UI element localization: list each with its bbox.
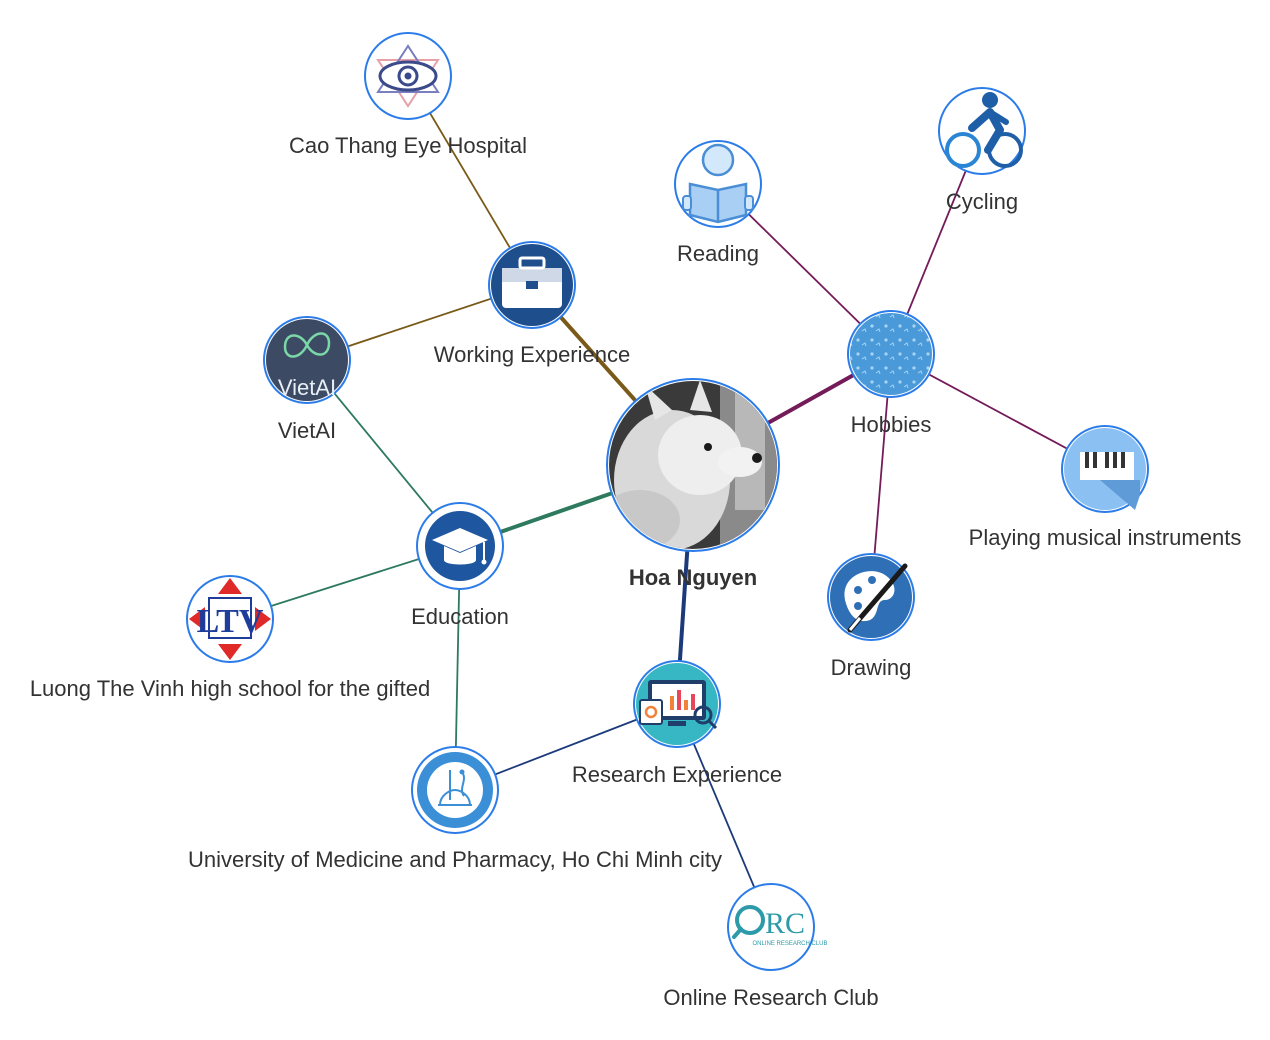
ltv-label: Luong The Vinh high school for the gifte… bbox=[30, 676, 430, 701]
research-label: Research Experience bbox=[572, 762, 782, 787]
music-label: Playing musical instruments bbox=[969, 525, 1242, 550]
node-cao-thang-eye-hospital[interactable]: Cao Thang Eye Hospital bbox=[289, 32, 527, 158]
working-experience-label: Working Experience bbox=[434, 342, 630, 367]
svg-text:VietAI: VietAI bbox=[278, 375, 336, 400]
node-cycling[interactable]: Cycling bbox=[938, 87, 1026, 214]
node-working-experience[interactable]: Working Experience bbox=[434, 241, 630, 367]
node-hobbies[interactable]: Hobbies bbox=[847, 310, 935, 437]
ump-label: University of Medicine and Pharmacy, Ho … bbox=[188, 847, 722, 872]
cycling-icon bbox=[945, 92, 1023, 168]
node-university-medicine-pharmacy[interactable]: University of Medicine and Pharmacy, Ho … bbox=[188, 746, 722, 872]
analytics-icon bbox=[636, 663, 718, 745]
node-education[interactable]: Education bbox=[411, 502, 509, 629]
node-research-experience[interactable]: Research Experience bbox=[572, 660, 782, 787]
node-luong-the-vinh[interactable]: LTV Luong The Vinh high school for the g… bbox=[30, 575, 430, 701]
node-hoa-nguyen[interactable]: Hoa Nguyen bbox=[600, 378, 780, 590]
vietai-logo-icon: VietAI bbox=[266, 319, 348, 401]
node-playing-musical-instruments[interactable]: Playing musical instruments bbox=[969, 425, 1242, 550]
ltv-logo-icon: LTV bbox=[189, 578, 271, 660]
center-label: Hoa Nguyen bbox=[629, 565, 757, 590]
ump-logo-icon bbox=[417, 752, 493, 828]
piano-icon bbox=[1064, 428, 1146, 510]
doodle-pattern-icon bbox=[850, 313, 932, 395]
orc-label: Online Research Club bbox=[663, 985, 878, 1010]
node-reading[interactable]: Reading bbox=[674, 140, 762, 266]
graduation-cap-icon bbox=[425, 511, 495, 581]
reading-label: Reading bbox=[677, 241, 759, 266]
cao-thang-label: Cao Thang Eye Hospital bbox=[289, 133, 527, 158]
eye-logo-icon bbox=[376, 44, 440, 108]
reading-icon bbox=[682, 143, 754, 224]
node-vietai[interactable]: VietAI VietAI bbox=[263, 316, 351, 443]
vietai-label: VietAI bbox=[278, 418, 336, 443]
node-online-research-club[interactable]: RC ONLINE RESEARCH CLUB Online Research … bbox=[663, 883, 879, 1010]
drawing-label: Drawing bbox=[831, 655, 912, 680]
svg-text:ONLINE RESEARCH CLUB: ONLINE RESEARCH CLUB bbox=[752, 941, 827, 947]
briefcase-icon bbox=[491, 244, 573, 326]
svg-text:RC: RC bbox=[765, 907, 805, 940]
node-drawing[interactable]: Drawing bbox=[827, 553, 915, 680]
palette-icon bbox=[830, 556, 912, 638]
education-label: Education bbox=[411, 604, 509, 629]
cycling-label: Cycling bbox=[946, 189, 1018, 214]
orc-logo-icon: RC ONLINE RESEARCH CLUB bbox=[732, 905, 828, 947]
dog-photo-icon bbox=[609, 381, 777, 549]
svg-text:LTV: LTV bbox=[197, 603, 264, 640]
hobbies-label: Hobbies bbox=[851, 412, 932, 437]
